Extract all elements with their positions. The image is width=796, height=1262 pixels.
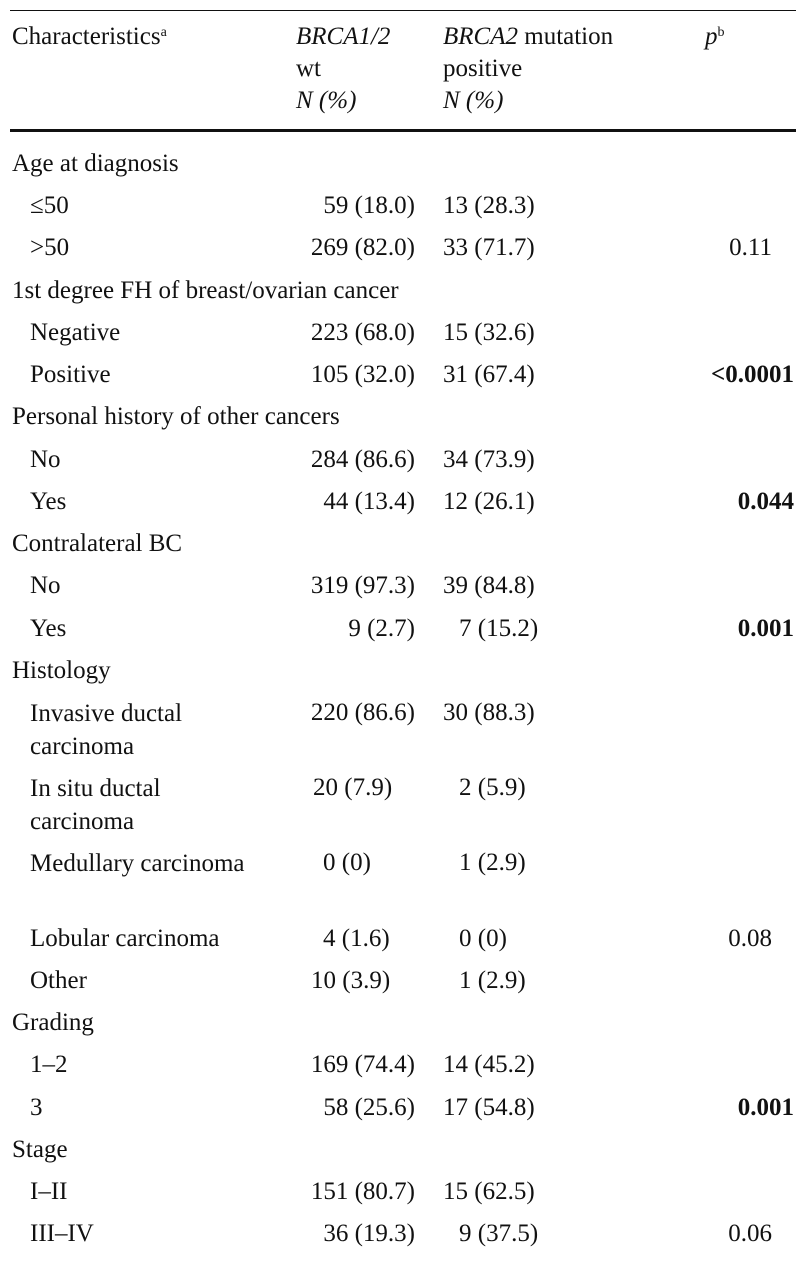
cell-wt: 44 (13.4)	[323, 488, 415, 515]
cell-mutation: 17 (54.8)	[443, 1094, 535, 1121]
cell-wt: 59 (18.0)	[323, 192, 415, 219]
cell-mutation: 33 (71.7)	[443, 234, 535, 261]
row-label: Positive	[30, 361, 111, 388]
header-text: N (%)	[296, 87, 357, 114]
cell-mutation: 7 (15.2)	[459, 615, 539, 642]
cell-mutation: 34 (73.9)	[443, 446, 535, 473]
cell-wt: 151 (80.7)	[310, 1178, 415, 1205]
row-label: Age at diagnosis	[12, 150, 179, 177]
row-label: 3	[30, 1094, 43, 1121]
cell-wt: 58 (25.6)	[323, 1094, 415, 1121]
table-top-rule	[10, 10, 796, 11]
cell-mutation: 12 (26.1)	[443, 488, 535, 515]
cell-p-value: 0.001	[737, 1094, 794, 1121]
header-brca-wt: BRCA1/2 wt N (%)	[296, 21, 390, 117]
cell-p-value: 0.11	[729, 234, 772, 261]
cell-mutation: 15 (32.6)	[443, 319, 535, 346]
cell-mutation: 39 (84.8)	[443, 572, 535, 599]
row-label: Stage	[12, 1136, 68, 1163]
header-text: wt	[296, 55, 321, 82]
cell-mutation: 30 (88.3)	[443, 699, 535, 726]
header-text: N (%)	[443, 87, 504, 114]
cell-p-value: 0.001	[737, 615, 794, 642]
cell-mutation: 31 (67.4)	[443, 361, 535, 388]
row-label: Medullary carcinoma	[30, 850, 245, 877]
header-text: positive	[443, 55, 523, 82]
row-label: Other	[30, 967, 87, 994]
row-label: No	[30, 572, 61, 599]
row-label: 1st degree FH of breast/ovarian cancer	[12, 277, 399, 304]
cell-wt: 9 (2.7)	[348, 615, 415, 642]
row-label: 1–2	[30, 1051, 68, 1078]
row-label: Yes	[30, 488, 67, 515]
header-rule	[10, 129, 796, 132]
row-label: ≤50	[30, 192, 69, 219]
cell-wt: 269 (82.0)	[310, 234, 415, 261]
cell-wt: 10 (3.9)	[311, 967, 391, 994]
cell-wt: 105 (32.0)	[310, 361, 415, 388]
row-label: Personal history of other cancers	[12, 403, 340, 430]
cell-p-value: 0.044	[737, 488, 794, 515]
cell-wt: 20 (7.9)	[313, 774, 393, 801]
row-label: Invasive ductal carcinoma	[30, 700, 183, 760]
row-label: >50	[30, 234, 70, 261]
header-characteristics: Characteristicsa	[12, 21, 167, 53]
header-text: BRCA1/2	[296, 23, 391, 50]
row-label: Negative	[30, 319, 121, 346]
row-label: Yes	[30, 615, 67, 642]
row-label: No	[30, 446, 61, 473]
header-brca2-mutation: BRCA2 mutation positive N (%)	[443, 21, 613, 117]
header-text: b	[717, 25, 725, 40]
cell-p-value: 0.08	[728, 925, 772, 952]
row-label: Grading	[12, 1009, 94, 1036]
header-text: Characteristics	[12, 23, 161, 50]
cell-wt: 0 (0)	[323, 849, 371, 876]
cell-wt: 169 (74.4)	[310, 1051, 415, 1078]
cell-wt: 220 (86.6)	[310, 699, 415, 726]
cell-mutation: 2 (5.9)	[459, 774, 526, 801]
cell-mutation: 1 (2.9)	[459, 849, 526, 876]
cell-mutation: 1 (2.9)	[459, 967, 526, 994]
row-label: Contralateral BC	[12, 530, 183, 557]
row-label: I–II	[30, 1178, 68, 1205]
cell-wt: 36 (19.3)	[323, 1220, 415, 1247]
row-label: III–IV	[30, 1220, 94, 1247]
header-text: BRCA2	[443, 23, 518, 50]
row-label: Histology	[12, 657, 111, 684]
header-p-value: pb	[705, 21, 725, 53]
header-text: mutation	[518, 23, 614, 50]
header-text: p	[705, 23, 718, 50]
cell-mutation: 14 (45.2)	[443, 1051, 535, 1078]
row-label: Lobular carcinoma	[30, 925, 220, 952]
cell-p-value: 0.06	[728, 1220, 772, 1247]
cell-wt: 284 (86.6)	[310, 446, 415, 473]
cell-wt: 4 (1.6)	[323, 925, 390, 952]
cell-mutation: 0 (0)	[459, 925, 507, 952]
cell-mutation: 15 (62.5)	[443, 1178, 535, 1205]
cell-wt: 319 (97.3)	[310, 572, 415, 599]
row-label: In situ ductal carcinoma	[30, 775, 161, 835]
cell-mutation: 9 (37.5)	[459, 1220, 539, 1247]
cell-wt: 223 (68.0)	[310, 319, 415, 346]
header-text: a	[160, 25, 167, 40]
cell-p-value: <0.0001	[711, 361, 794, 388]
cell-mutation: 13 (28.3)	[443, 192, 535, 219]
